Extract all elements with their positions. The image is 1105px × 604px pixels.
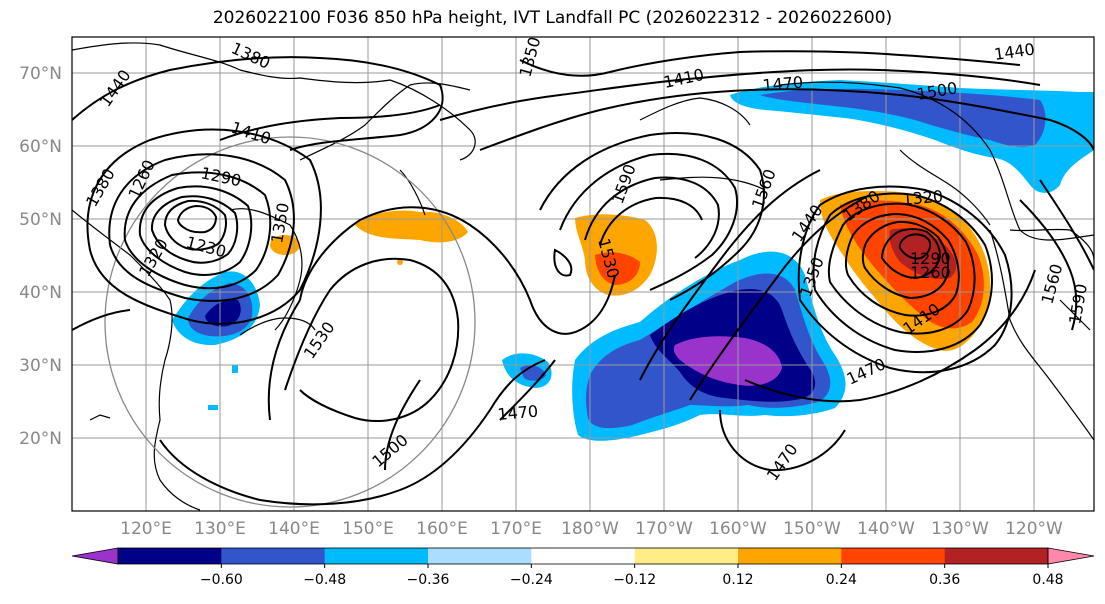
map-frame bbox=[71, 36, 1095, 512]
lon-label: 120°E bbox=[120, 519, 172, 539]
lon-label: 160°E bbox=[416, 519, 468, 539]
lat-label: 40°N bbox=[19, 283, 62, 303]
contour-label: 1470 bbox=[497, 402, 539, 424]
landfall-region-circle bbox=[104, 136, 476, 508]
colorbar-tick-label: −0.24 bbox=[510, 572, 553, 588]
colorbar-tick-label: −0.36 bbox=[407, 572, 450, 588]
lat-label: 50°N bbox=[19, 210, 62, 230]
colorbar-extend-high bbox=[1047, 547, 1095, 565]
lon-label: 140°W bbox=[857, 519, 915, 539]
height-contours bbox=[72, 50, 1094, 506]
lat-label: 30°N bbox=[19, 356, 62, 376]
lon-label: 170°E bbox=[490, 519, 542, 539]
colorbar-segment bbox=[738, 548, 842, 564]
lon-label: 140°E bbox=[268, 519, 320, 539]
lat-label: 60°N bbox=[19, 137, 62, 157]
colorbar-tick-label: 0.12 bbox=[722, 572, 753, 588]
lon-label: 150°E bbox=[342, 519, 394, 539]
lon-label: 130°E bbox=[194, 519, 246, 539]
colorbar-segment bbox=[118, 548, 222, 564]
colorbar-segment bbox=[944, 548, 1049, 564]
lon-label: 160°W bbox=[709, 519, 767, 539]
colorbar-segment bbox=[221, 548, 326, 564]
colorbar-tick-label: −0.12 bbox=[613, 572, 656, 588]
colorbar-segment bbox=[428, 548, 532, 564]
colorbar-tick-label: 0.36 bbox=[929, 572, 960, 588]
lat-label: 20°N bbox=[19, 429, 62, 449]
contour-label: 1290 bbox=[910, 249, 951, 268]
colorbar-segment bbox=[531, 548, 636, 564]
lat-label: 70°N bbox=[19, 64, 62, 84]
lon-label: 120°W bbox=[1005, 519, 1063, 539]
colorbar-tick-label: 0.48 bbox=[1032, 572, 1063, 588]
longitude-labels: 120°E 130°E 140°E 150°E 160°E 170°E 180°… bbox=[120, 519, 1063, 539]
map-area: 1380 1350 1440 1410 1410 1470 1440 1500 … bbox=[72, 37, 1094, 511]
contour-label: 1470 bbox=[762, 73, 804, 95]
lon-label: 170°W bbox=[635, 519, 693, 539]
colorbar-segment bbox=[841, 548, 946, 564]
lon-label: 150°W bbox=[783, 519, 841, 539]
colorbar-tick-label: 0.24 bbox=[826, 572, 857, 588]
latitude-labels: 70°N 60°N 50°N 40°N 30°N 20°N bbox=[19, 64, 62, 449]
colorbar-frame bbox=[117, 547, 1049, 565]
contour-label: 1320 bbox=[902, 187, 944, 209]
colorbar-segment bbox=[324, 548, 429, 564]
lon-label: 180°W bbox=[561, 519, 619, 539]
colorbar-tick-label: −0.60 bbox=[200, 572, 243, 588]
contour-label: 1260 bbox=[910, 263, 951, 282]
colorbar-tick-label: −0.48 bbox=[303, 572, 346, 588]
lon-label: 130°W bbox=[931, 519, 989, 539]
colorbar: −0.60 −0.48 −0.36 −0.24 −0.12 0.12 0.24 0.36 0.4… bbox=[71, 547, 1095, 588]
colorbar-segment bbox=[634, 548, 739, 564]
colorbar-extend-low bbox=[71, 547, 119, 565]
chart-title: 2026022100 F036 850 hPa height, IVT Land… bbox=[212, 8, 893, 28]
